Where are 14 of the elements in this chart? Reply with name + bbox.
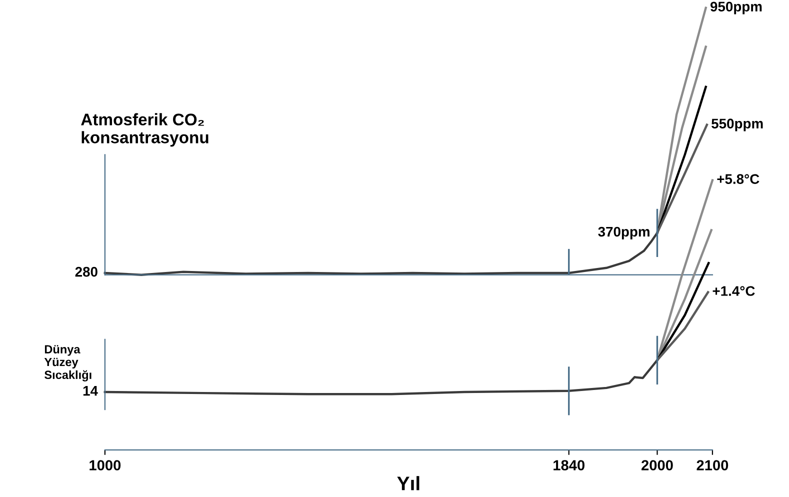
x-tick-label: 1840 <box>554 460 584 470</box>
annotation: 550ppm <box>712 118 763 132</box>
annotation: +5.8°C <box>717 174 760 184</box>
annotation: 950ppm <box>710 2 762 14</box>
x-axis-title: Yıl <box>397 476 420 490</box>
annotation: 14 <box>83 386 98 396</box>
annotation: 280 <box>75 266 98 277</box>
y-axis-title: Atmosferik CO₂ konsantrasyonu <box>81 113 208 147</box>
x-tick-label: 1000 <box>90 460 121 470</box>
annotation: 370ppm <box>598 226 650 240</box>
x-tick-label: 2100 <box>696 460 728 470</box>
annotation: +1.4°C <box>712 286 755 296</box>
y-axis-title: Dünya Yüzey Sıcaklığı <box>44 345 92 382</box>
x-tick-label: 2000 <box>642 460 673 470</box>
